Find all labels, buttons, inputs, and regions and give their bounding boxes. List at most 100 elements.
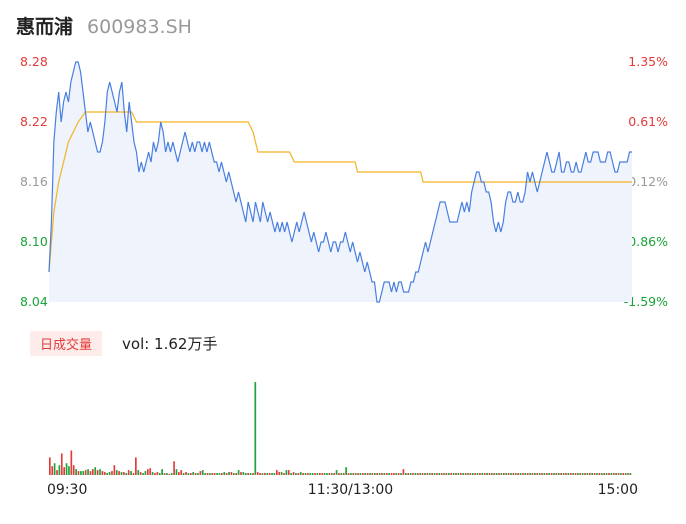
volume-bar <box>163 473 166 475</box>
volume-bar <box>295 473 297 475</box>
volume-bar <box>596 473 598 475</box>
volume-bar <box>565 473 567 475</box>
volume-bar <box>612 473 615 475</box>
volume-bar <box>261 473 264 475</box>
volume-bar <box>608 473 610 475</box>
volume-bar <box>65 463 68 475</box>
percent-tick-label: 0.61% <box>628 114 668 129</box>
volume-bar <box>629 473 632 475</box>
volume-bar <box>149 468 152 475</box>
time-tick-label: 11:30/13:00 <box>307 482 394 498</box>
volume-bar <box>531 473 534 475</box>
price-tick-label: 8.28 <box>20 54 48 69</box>
volume-bar <box>335 470 338 475</box>
volume-bar <box>266 473 269 475</box>
volume-bar <box>350 473 352 475</box>
volume-bar <box>316 473 319 475</box>
volume-bar <box>569 473 572 475</box>
price-line <box>48 61 632 303</box>
volume-bar <box>264 473 266 475</box>
title-bar: 惠而浦 600983.SH <box>16 12 192 40</box>
volume-bar <box>70 450 73 475</box>
volume-bar <box>555 473 558 475</box>
volume-bar <box>268 473 271 475</box>
volume-bar <box>259 473 261 475</box>
volume-bar <box>342 473 345 475</box>
volume-bar <box>249 473 252 475</box>
volume-bar <box>354 473 357 475</box>
volume-bar <box>132 473 135 475</box>
volume-bar <box>405 473 407 475</box>
volume-bar <box>443 473 445 475</box>
volume-bar <box>600 473 603 475</box>
volume-bar <box>593 473 596 475</box>
volume-bar <box>359 473 362 475</box>
volume-bar <box>400 473 402 475</box>
volume-bar <box>433 473 436 475</box>
volume-bar <box>92 469 94 475</box>
volume-bar <box>194 473 197 475</box>
volume-bar <box>414 473 417 475</box>
volume-bar <box>402 469 405 475</box>
volume-bar <box>137 470 140 475</box>
volume-bar <box>347 473 350 475</box>
volume-bar <box>287 470 290 475</box>
price-tick-label: 8.10 <box>20 234 48 249</box>
volume-bar <box>393 473 395 475</box>
volume-bar <box>362 473 364 475</box>
volume-bar <box>352 473 355 475</box>
volume-bar <box>273 473 276 475</box>
volume-bar <box>464 473 467 475</box>
volume-bar <box>252 473 254 475</box>
volume-bar <box>416 473 419 475</box>
volume-bar <box>173 461 175 475</box>
volume-bar <box>323 473 326 475</box>
volume-bar <box>491 473 493 475</box>
volume-bar <box>209 473 211 475</box>
volume-bar <box>524 473 527 475</box>
price-tick-label: 8.16 <box>20 174 48 189</box>
price-area-fill <box>49 62 632 302</box>
volume-bar <box>471 473 474 475</box>
volume-bar <box>378 473 381 475</box>
volume-bar <box>87 469 89 475</box>
volume-bar <box>588 473 591 475</box>
volume-badge[interactable]: 日成交量 <box>30 331 103 356</box>
volume-bar <box>142 473 144 475</box>
volume-bar <box>605 473 608 475</box>
volume-bar <box>256 472 259 475</box>
volume-bar <box>450 473 453 475</box>
volume-bar <box>385 473 388 475</box>
volume-bar <box>68 466 70 475</box>
volume-bar <box>376 473 379 475</box>
volume-bar <box>304 473 307 475</box>
volume-bar <box>500 473 503 475</box>
volume-bar <box>302 473 304 475</box>
volume-bar <box>197 473 199 475</box>
volume-header: 日成交量 vol: 1.62万手 <box>30 331 217 356</box>
volume-bar <box>242 472 245 475</box>
volume-bar <box>381 473 383 475</box>
volume-bar <box>297 473 300 475</box>
volume-bar <box>187 473 190 475</box>
volume-bar <box>448 473 450 475</box>
volume-bar <box>476 473 479 475</box>
volume-bar <box>290 473 292 475</box>
volume-bar <box>166 473 168 475</box>
average-price-line <box>48 111 632 273</box>
volume-bar <box>333 473 335 475</box>
volume-bar <box>170 473 173 475</box>
volume-bar <box>543 473 546 475</box>
volume-bar <box>438 473 441 475</box>
percent-tick-label: -1.59% <box>623 294 668 309</box>
volume-bar <box>240 472 242 475</box>
volume-bar <box>80 471 82 475</box>
volume-bar <box>388 473 390 475</box>
volume-bar <box>591 473 594 475</box>
volume-bar <box>567 473 570 475</box>
volume-bar <box>75 469 77 475</box>
volume-bar <box>309 473 312 475</box>
volume-bar <box>624 473 627 475</box>
volume-bar <box>103 472 106 475</box>
